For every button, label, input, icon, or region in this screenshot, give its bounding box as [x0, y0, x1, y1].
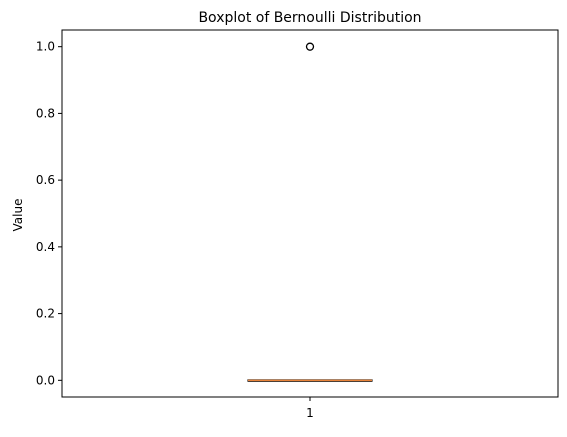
boxplot-boxes: [247, 42, 373, 382]
y-tick-label: 0.4: [36, 240, 55, 254]
y-tick-label: 0.2: [36, 307, 55, 321]
y-tick-label: 0.6: [36, 173, 55, 187]
y-axis-label: Value: [11, 199, 25, 232]
y-tick-label: 1.0: [36, 40, 55, 54]
x-axis-ticks: 1: [306, 397, 314, 420]
axes-frame: [61, 29, 559, 398]
chart-title: Boxplot of Bernoulli Distribution: [198, 10, 421, 26]
y-tick-label: 0.8: [36, 106, 55, 120]
x-tick-label: 1: [306, 406, 314, 420]
y-axis-ticks: 0.0 0.2 0.4 0.6 0.8 1.0: [36, 40, 62, 387]
outlier-point: [305, 42, 315, 51]
y-tick-label: 0.0: [36, 373, 55, 387]
